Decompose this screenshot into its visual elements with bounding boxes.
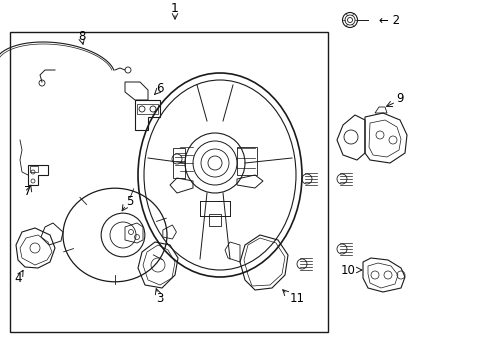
Text: 7: 7	[24, 185, 32, 198]
Text: 11: 11	[289, 292, 305, 305]
Bar	[237, 147, 257, 175]
Text: 4: 4	[14, 271, 21, 284]
Text: 5: 5	[126, 195, 133, 208]
Bar	[208, 214, 221, 226]
Text: 6: 6	[156, 81, 163, 94]
Bar	[10, 32, 327, 332]
Text: 8: 8	[78, 30, 85, 42]
Text: ← 2: ← 2	[379, 13, 400, 27]
Text: 9: 9	[395, 91, 403, 104]
Text: 1: 1	[171, 1, 179, 14]
Text: 3: 3	[156, 292, 163, 305]
Bar	[173, 148, 184, 178]
Text: 10: 10	[341, 264, 355, 276]
Bar	[30, 166, 38, 172]
